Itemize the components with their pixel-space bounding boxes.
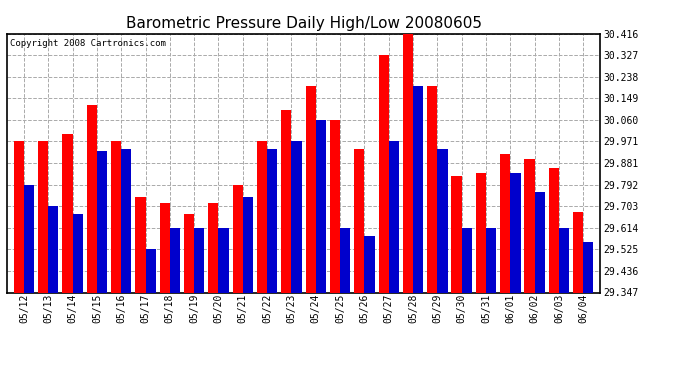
Bar	[121, 149, 131, 292]
Bar	[364, 236, 375, 292]
Bar	[170, 228, 180, 292]
Bar	[306, 86, 316, 292]
Bar	[135, 197, 146, 292]
Bar	[219, 228, 228, 292]
Bar	[111, 141, 121, 292]
Bar	[379, 55, 388, 292]
Bar	[583, 242, 593, 292]
Bar	[24, 185, 34, 292]
Bar	[573, 212, 583, 292]
Title: Barometric Pressure Daily High/Low 20080605: Barometric Pressure Daily High/Low 20080…	[126, 16, 482, 31]
Bar	[413, 86, 423, 292]
Bar	[403, 34, 413, 292]
Bar	[462, 228, 472, 292]
Bar	[486, 228, 496, 292]
Bar	[14, 141, 24, 292]
Bar	[476, 173, 486, 292]
Bar	[97, 152, 107, 292]
Bar	[72, 214, 83, 292]
Bar	[549, 168, 559, 292]
Bar	[159, 203, 170, 292]
Bar	[233, 185, 243, 292]
Bar	[535, 192, 545, 292]
Bar	[243, 197, 253, 292]
Bar	[291, 141, 302, 292]
Bar	[62, 135, 72, 292]
Bar	[316, 120, 326, 292]
Bar	[38, 141, 48, 292]
Bar	[437, 149, 448, 292]
Bar	[146, 249, 156, 292]
Bar	[340, 228, 351, 292]
Bar	[427, 86, 437, 292]
Bar	[511, 173, 520, 292]
Bar	[87, 105, 97, 292]
Bar	[524, 159, 535, 292]
Bar	[194, 228, 204, 292]
Bar	[208, 203, 219, 292]
Bar	[267, 149, 277, 292]
Bar	[451, 176, 462, 292]
Bar	[354, 149, 364, 292]
Bar	[330, 120, 340, 292]
Text: Copyright 2008 Cartronics.com: Copyright 2008 Cartronics.com	[10, 39, 166, 48]
Bar	[257, 141, 267, 292]
Bar	[559, 228, 569, 292]
Bar	[500, 154, 511, 292]
Bar	[48, 206, 59, 292]
Bar	[184, 214, 194, 292]
Bar	[388, 141, 399, 292]
Bar	[282, 110, 291, 292]
